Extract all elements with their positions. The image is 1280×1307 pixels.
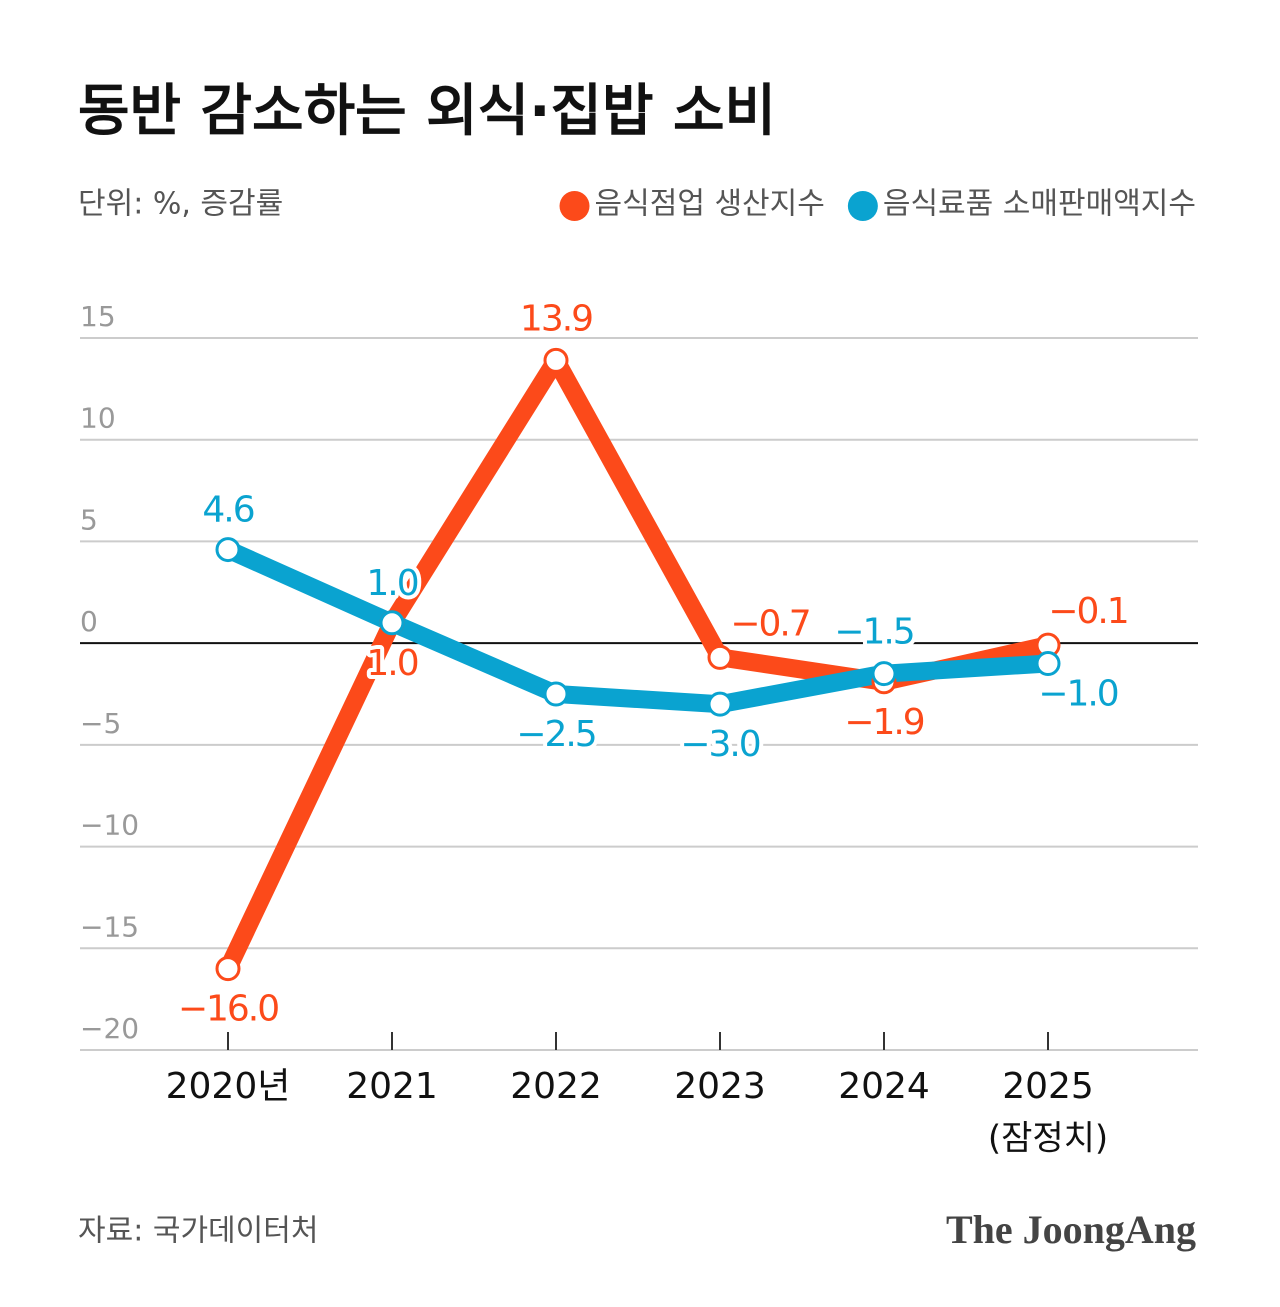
y-tick-label: 15 bbox=[80, 300, 116, 333]
y-tick-label: −15 bbox=[80, 910, 139, 943]
data-label: −2.5 bbox=[516, 714, 595, 755]
legend-marker bbox=[847, 191, 878, 221]
x-tick-note: (잠정치) bbox=[988, 1119, 1108, 1159]
source: 자료: 국가데이터처 bbox=[78, 1214, 318, 1249]
point bbox=[215, 537, 241, 563]
x-tick-label: 2023 bbox=[674, 1066, 766, 1107]
point bbox=[871, 661, 897, 687]
data-label: 1.0 bbox=[366, 643, 417, 684]
y-tick-label: 0 bbox=[80, 605, 98, 638]
x-tick-label: 2020년 bbox=[166, 1066, 291, 1107]
data-label: −0.7 bbox=[730, 603, 809, 644]
data-label: −16.0 bbox=[178, 989, 278, 1030]
data-label: −1.5 bbox=[834, 612, 913, 653]
x-tick-label: 2022 bbox=[510, 1066, 602, 1107]
data-label: −0.1 bbox=[1048, 591, 1127, 632]
x-tick-label: 2025 bbox=[1002, 1066, 1094, 1107]
data-label: −1.0 bbox=[1038, 673, 1118, 714]
chart-subtitle: 단위: %, 증감률 bbox=[78, 187, 283, 222]
y-tick-label: −10 bbox=[80, 809, 139, 842]
y-tick-label: −5 bbox=[80, 707, 121, 740]
point bbox=[543, 681, 569, 707]
x-tick-label: 2021 bbox=[346, 1066, 438, 1107]
point bbox=[215, 956, 241, 982]
legend-label: 음식료품 소매판매액지수 bbox=[883, 187, 1196, 222]
point bbox=[1035, 650, 1061, 676]
data-label: −3.0 bbox=[680, 724, 760, 765]
y-tick-label: 10 bbox=[80, 402, 116, 435]
brand: The JoongAng bbox=[946, 1207, 1196, 1252]
data-label: 4.6 bbox=[202, 490, 253, 531]
y-tick-label: −20 bbox=[80, 1012, 139, 1045]
y-tick-label: 5 bbox=[80, 503, 98, 536]
point bbox=[379, 610, 405, 636]
data-label: −1.9 bbox=[844, 702, 924, 743]
chart-title: 동반 감소하는 외식·집밥 소비 bbox=[78, 79, 776, 144]
series-line bbox=[224, 541, 1049, 714]
legend-label: 음식점업 생산지수 bbox=[595, 187, 825, 222]
point bbox=[707, 691, 733, 717]
data-label: 13.9 bbox=[520, 298, 592, 339]
point bbox=[707, 644, 733, 670]
data-label: 1.0 bbox=[366, 563, 417, 604]
legend-marker bbox=[559, 191, 590, 221]
x-tick-label: 2024 bbox=[838, 1066, 930, 1107]
point bbox=[543, 347, 569, 373]
